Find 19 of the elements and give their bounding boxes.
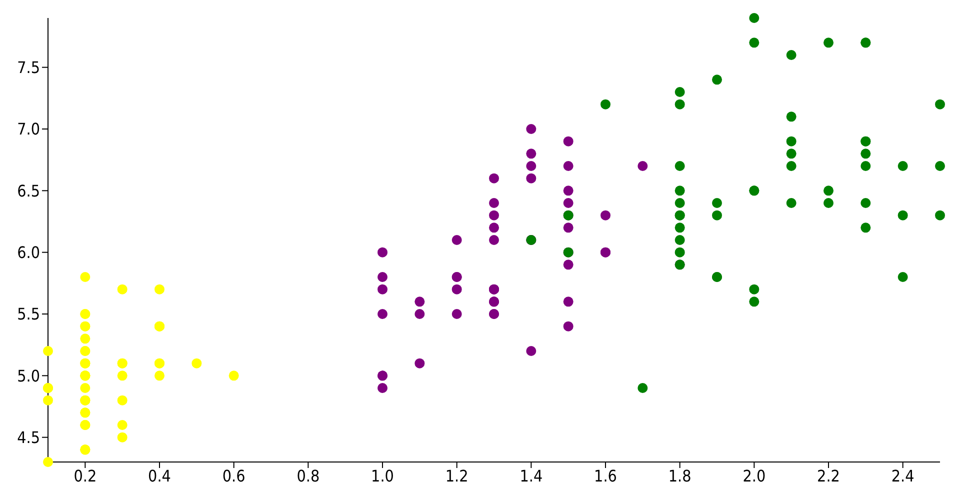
- x-tick-label: 2.0: [742, 466, 766, 486]
- x-tick-label: 2.4: [891, 466, 914, 486]
- x-tick-label: 0.2: [74, 466, 97, 486]
- x-tick-label: 0.6: [222, 466, 246, 486]
- y-tick-label: 7.5: [17, 58, 40, 78]
- x-tick-label: 1.0: [371, 466, 394, 486]
- y-tick-label: 6.5: [17, 181, 40, 200]
- x-tick-label: 1.6: [594, 466, 617, 486]
- y-tick-label: 7.0: [17, 120, 40, 139]
- y-tick-label: 5.0: [17, 366, 40, 386]
- y-tick-label: 6.0: [17, 243, 40, 262]
- x-tick-label: 0.4: [148, 466, 171, 486]
- x-tick-label: 1.8: [668, 466, 692, 486]
- x-tick-label: 1.2: [445, 466, 468, 486]
- x-tick-label: 1.4: [520, 466, 543, 486]
- y-tick-label: 5.5: [17, 304, 40, 324]
- x-tick-label: 2.2: [817, 466, 840, 486]
- x-tick-label: 0.8: [296, 466, 320, 486]
- y-tick-label: 4.5: [17, 428, 40, 448]
